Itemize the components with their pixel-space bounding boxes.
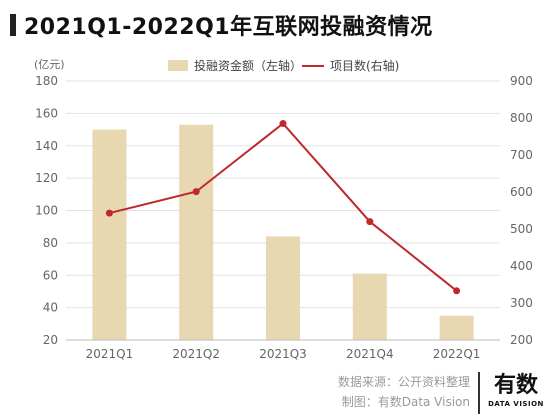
left-y-axis: 20 40 60 80 100 120 140 160 180 (亿元) — [34, 58, 65, 347]
line-point — [453, 287, 461, 295]
bar — [92, 129, 127, 340]
left-tick-label: 20 — [43, 333, 58, 347]
right-tick-label: 700 — [510, 148, 533, 162]
x-axis: 2021Q1 2021Q2 2021Q3 2021Q4 2022Q1 — [66, 339, 500, 361]
chart-title: 2021Q1-2022Q1年互联网投融资情况 — [24, 15, 433, 40]
x-tick-label: 2022Q1 — [433, 347, 481, 361]
right-tick-label: 300 — [510, 296, 533, 310]
right-tick-label: 800 — [510, 111, 533, 125]
legend-bar-swatch — [168, 60, 188, 71]
left-tick-label: 80 — [43, 236, 58, 250]
right-y-axis: 200 300 400 500 600 700 800 900 — [510, 74, 533, 347]
bar — [266, 236, 300, 340]
left-tick-label: 100 — [35, 204, 58, 218]
legend: 投融资金额（左轴） 项目数(右轴) — [168, 58, 399, 73]
x-tick-label: 2021Q4 — [346, 347, 394, 361]
line-series — [105, 120, 461, 295]
legend-line-label: 项目数(右轴) — [330, 58, 399, 73]
chart-area: 2021Q1 2021Q2 2021Q3 2021Q4 2022Q1 20 40 60 80 1… — [34, 58, 533, 361]
left-tick-label: 120 — [35, 171, 58, 185]
right-tick-label: 900 — [510, 74, 533, 88]
left-tick-label: 40 — [43, 301, 58, 315]
line-point — [279, 120, 287, 128]
line-point — [192, 188, 200, 196]
left-axis-unit: (亿元) — [34, 58, 65, 71]
right-tick-label: 400 — [510, 259, 533, 273]
credit-text: 制图：有数Data Vision — [341, 395, 470, 409]
bar — [352, 273, 387, 340]
x-tick-label: 2021Q3 — [259, 347, 307, 361]
left-tick-label: 60 — [43, 268, 58, 282]
bar — [179, 124, 214, 340]
footer-credits: 数据来源：公开资料整理 制图：有数Data Vision — [338, 372, 470, 412]
bar — [439, 315, 474, 340]
left-tick-label: 160 — [35, 106, 58, 120]
line-point — [366, 218, 374, 226]
x-tick-label: 2021Q2 — [172, 347, 220, 361]
brand-logo-en: DATA VISION — [488, 400, 544, 408]
source-text: 数据来源：公开资料整理 — [337, 375, 470, 389]
right-tick-label: 500 — [510, 222, 533, 236]
legend-bar-label: 投融资金额（左轴） — [194, 58, 302, 73]
title-accent-bar — [10, 14, 16, 36]
title-block: 2021Q1-2022Q1年互联网投融资情况 — [10, 10, 433, 40]
left-tick-label: 140 — [35, 139, 58, 153]
line-point — [105, 209, 113, 217]
bar-series — [92, 124, 474, 340]
x-tick-label: 2021Q1 — [86, 347, 134, 361]
brand-logo: 有数 DATA VISION — [478, 372, 552, 414]
right-tick-label: 600 — [510, 185, 533, 199]
right-tick-label: 200 — [510, 333, 533, 347]
left-tick-label: 180 — [35, 74, 58, 88]
brand-logo-cn: 有数 — [493, 373, 538, 398]
